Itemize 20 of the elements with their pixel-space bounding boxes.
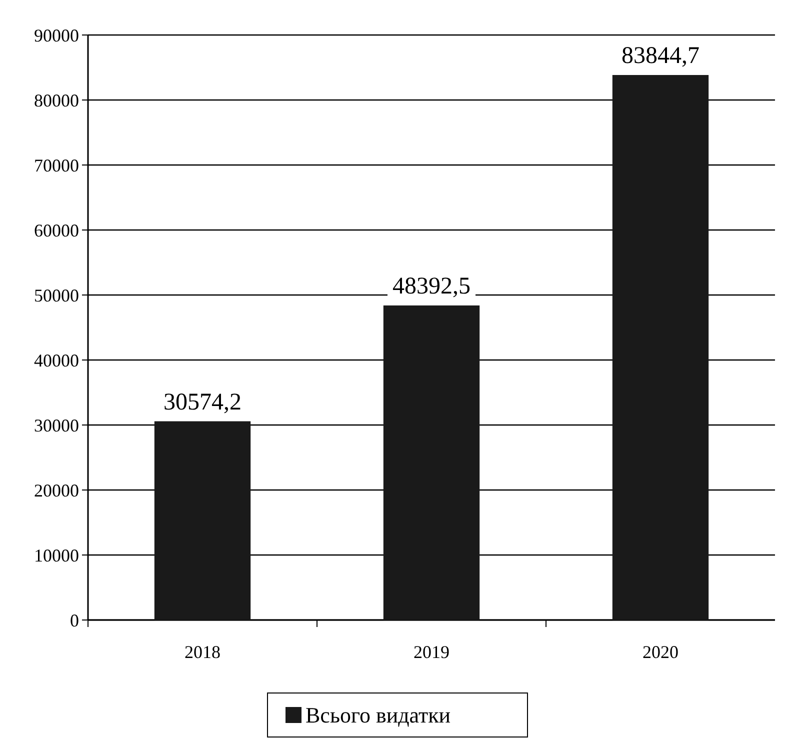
x-tick-label: 2019: [414, 642, 450, 662]
y-tick-label: 80000: [34, 90, 79, 110]
data-label: 48392,5: [392, 273, 470, 300]
x-tick-label: 2018: [184, 642, 220, 662]
y-tick-label: 50000: [34, 285, 79, 306]
data-label: 83844,7: [622, 43, 700, 70]
y-tick-label: 0: [70, 610, 79, 630]
legend-label: Всього видатки: [306, 702, 451, 728]
x-tick-label: 2020: [642, 642, 678, 662]
y-tick-label: 10000: [34, 545, 79, 566]
data-label: 30574,2: [164, 389, 242, 416]
bar: [612, 75, 709, 620]
y-tick-label: 90000: [34, 25, 79, 46]
y-tick-label: 20000: [34, 480, 79, 500]
bar: [383, 305, 480, 620]
bar: [154, 421, 251, 620]
y-tick-label: 60000: [34, 220, 79, 240]
y-tick-label: 30000: [34, 415, 79, 436]
y-tick-label: 70000: [34, 155, 79, 176]
y-tick-label: 40000: [34, 350, 79, 370]
